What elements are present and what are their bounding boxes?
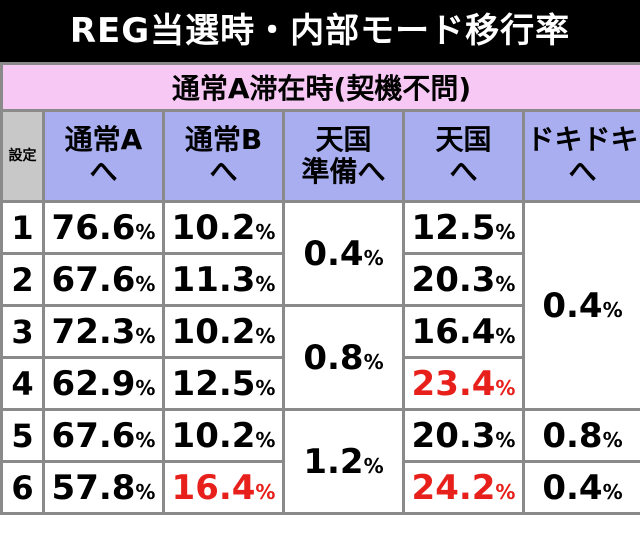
rate-value: 10.2 [171,311,256,352]
rate-cell: 12.5% [162,356,285,411]
rate-unit: % [602,479,623,504]
rate-value: 0.4 [303,233,364,274]
header-row: 設定 通常A へ通常B へ天国 準備へ 天国 へドキドキ へ [0,109,640,203]
rate-value: 23.4 [411,363,496,404]
rate-value: 10.2 [171,415,256,456]
setting: 1 [0,200,45,255]
rate-unit: % [495,375,516,400]
rate-value: 24.2 [411,467,496,508]
column-header: 通常B へ [162,109,285,203]
rate-unit: % [255,219,276,244]
rate-unit: % [135,375,156,400]
data-row: 6 57.8% 16.4% 24.2% 0.4% [0,460,640,515]
data-row: 3 72.3% 10.2% 0.8% 16.4% [0,304,640,411]
rate-unit: % [495,427,516,452]
rate-value: 0.8 [542,415,603,456]
column-header: 通常A へ [42,109,165,203]
rate-value: 20.3 [411,415,496,456]
rate-unit: % [135,271,156,296]
rate-cell: 11.3% [162,252,285,307]
rate-cell: 10.2% [162,200,285,255]
rate-unit: % [363,349,384,374]
rate-unit: % [135,219,156,244]
rate-cell: 20.3% [402,408,525,463]
rate-value: 11.3 [171,259,256,300]
rate-cell: 57.8% [42,460,165,515]
rate-cell: 0.8% [282,304,405,411]
rate-cell: 67.6% [42,252,165,307]
rate-cell: 76.6% [42,200,165,255]
rate-cell: 72.3% [42,304,165,359]
caption: 通常A滞在時(契機不問) [0,62,640,112]
rate-value: 12.5 [411,207,496,248]
rate-cell: 1.2% [282,408,405,515]
rate-unit: % [602,297,623,322]
rate-value: 12.5 [171,363,256,404]
rate-cell: 10.2% [162,304,285,359]
rate-value: 20.3 [411,259,496,300]
setting: 6 [0,460,45,515]
rate-unit: % [255,479,276,504]
table: 通常A滞在時(契機不問) 設定 通常A へ通常B へ天国 準備へ 天国 へドキドキ へ… [0,62,640,515]
setting: 4 [0,356,45,411]
rate-value: 10.2 [171,207,256,248]
rate-unit: % [363,245,384,270]
column-header: ドキドキ へ [521,109,640,203]
setting: 3 [0,304,45,359]
rate-unit: % [495,479,516,504]
rate-cell: 24.2% [402,460,525,515]
rate-unit: % [363,453,384,478]
column-header: 天国 へ [402,109,525,203]
rate-value: 0.4 [542,285,603,326]
rate-value: 1.2 [303,441,364,482]
rate-value: 72.3 [51,311,136,352]
rate-cell: 20.3% [402,252,525,307]
rate-unit: % [495,271,516,296]
rate-unit: % [495,219,516,244]
rate-value: 67.6 [51,259,136,300]
rate-unit: % [495,323,516,348]
caption-row: 通常A滞在時(契機不問) [0,62,640,112]
rate-value: 76.6 [51,207,136,248]
rate-cell: 0.4% [521,460,640,515]
title: REG当選時・内部モード移行率 [0,0,640,62]
rate-unit: % [255,375,276,400]
rate-cell: 62.9% [42,356,165,411]
data-row: 2 67.6% 11.3% 20.3% [0,252,640,307]
column-header: 設定 [0,109,45,203]
rate-value: 0.8 [303,337,364,378]
rate-value: 0.4 [542,467,603,508]
rate-unit: % [135,323,156,348]
rate-cell: 16.4% [402,304,525,359]
rate-unit: % [135,479,156,504]
data-row: 5 67.6% 10.2% 1.2% 20.3% 0.8% [0,408,640,515]
rate-value: 16.4 [411,311,496,352]
rate-cell: 10.2% [162,408,285,463]
rate-unit: % [602,427,623,452]
rate-cell: 23.4% [402,356,525,411]
rate-unit: % [255,427,276,452]
rate-value: 62.9 [51,363,136,404]
data-row: 1 76.6% 10.2% 0.4% 12.5% 0.4% [0,200,640,411]
rate-value: 16.4 [171,467,256,508]
rate-cell: 67.6% [42,408,165,463]
data-row: 4 62.9% 12.5% 23.4% [0,356,640,411]
rate-cell: 0.8% [521,408,640,463]
setting: 5 [0,408,45,463]
rate-value: 57.8 [51,467,136,508]
rate-cell: 12.5% [402,200,525,255]
table-body: 通常A滞在時(契機不問) 設定 通常A へ通常B へ天国 準備へ 天国 へドキドキ へ… [0,62,640,515]
rate-unit: % [255,271,276,296]
rate-cell: 0.4% [282,200,405,307]
rate-value: 67.6 [51,415,136,456]
rate-unit: % [135,427,156,452]
setting: 2 [0,252,45,307]
column-header: 天国 準備へ [282,109,405,203]
rate-unit: % [255,323,276,348]
rate-cell: 16.4% [162,460,285,515]
rate-cell: 0.4% [521,200,640,411]
